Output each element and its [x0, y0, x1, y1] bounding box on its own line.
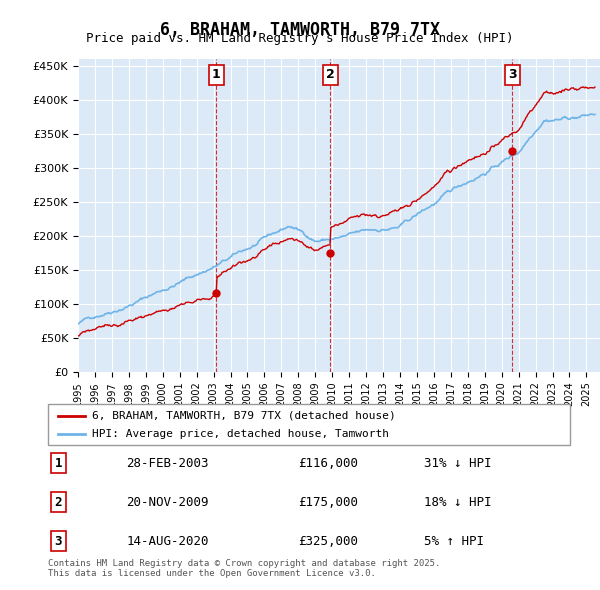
Text: 6, BRAHAM, TAMWORTH, B79 7TX (detached house): 6, BRAHAM, TAMWORTH, B79 7TX (detached h… [92, 411, 396, 421]
Text: £175,000: £175,000 [299, 496, 359, 509]
Text: 3: 3 [508, 68, 517, 81]
Text: 18% ↓ HPI: 18% ↓ HPI [424, 496, 491, 509]
FancyBboxPatch shape [48, 404, 570, 445]
Text: Price paid vs. HM Land Registry's House Price Index (HPI): Price paid vs. HM Land Registry's House … [86, 32, 514, 45]
Text: 2: 2 [326, 68, 335, 81]
Text: Contains HM Land Registry data © Crown copyright and database right 2025.
This d: Contains HM Land Registry data © Crown c… [48, 559, 440, 578]
Text: 1: 1 [212, 68, 221, 81]
Text: 5% ↑ HPI: 5% ↑ HPI [424, 535, 484, 548]
Text: 2: 2 [55, 496, 62, 509]
Text: 31% ↓ HPI: 31% ↓ HPI [424, 457, 491, 470]
Text: £116,000: £116,000 [299, 457, 359, 470]
Text: 3: 3 [55, 535, 62, 548]
Text: £325,000: £325,000 [299, 535, 359, 548]
Text: 6, BRAHAM, TAMWORTH, B79 7TX: 6, BRAHAM, TAMWORTH, B79 7TX [160, 21, 440, 39]
Text: HPI: Average price, detached house, Tamworth: HPI: Average price, detached house, Tamw… [92, 429, 389, 439]
Text: 20-NOV-2009: 20-NOV-2009 [127, 496, 209, 509]
Text: 28-FEB-2003: 28-FEB-2003 [127, 457, 209, 470]
Text: 1: 1 [55, 457, 62, 470]
Text: 14-AUG-2020: 14-AUG-2020 [127, 535, 209, 548]
